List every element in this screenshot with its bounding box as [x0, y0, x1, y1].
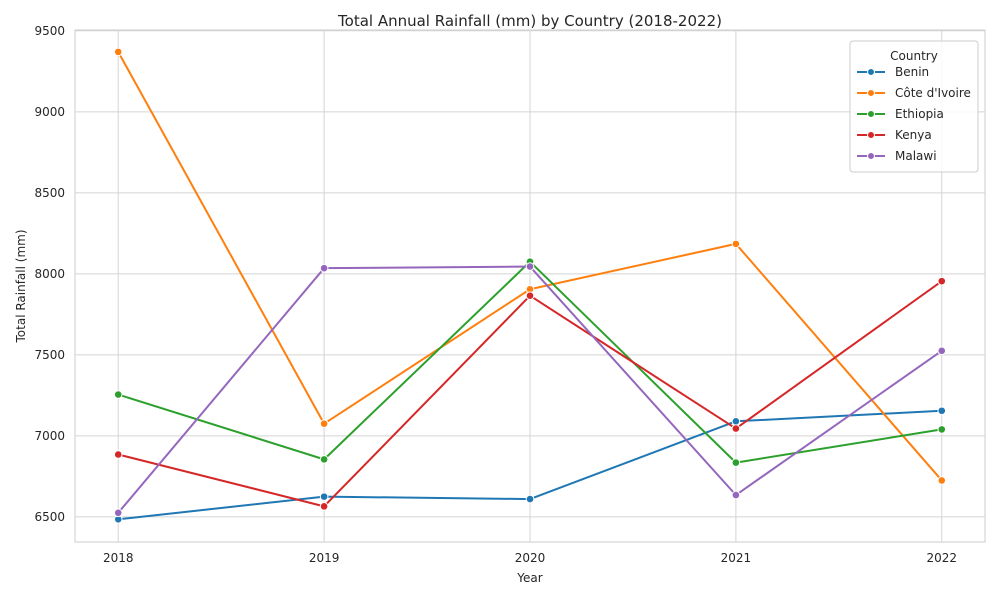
y-axis-label: Total Rainfall (mm) [14, 229, 28, 343]
series-benin [113, 406, 947, 524]
data-point-kenya [525, 291, 535, 301]
x-tick-label: 2018 [103, 551, 134, 565]
legend-item-kenya: Kenya [857, 128, 932, 142]
y-tick-labels: 6500 7000 7500 8000 8500 9000 9500 [34, 24, 65, 524]
legend-label: Kenya [895, 128, 932, 142]
legend-marker [867, 131, 875, 139]
legend-marker [867, 152, 875, 160]
data-point-malawi [937, 346, 947, 356]
data-point-c-te-d-ivoire [731, 239, 741, 249]
x-tick-label: 2022 [926, 551, 957, 565]
data-point-malawi [525, 262, 535, 271]
legend: Country Benin Côte d'Ivoire Ethiopia Kenya M… [849, 40, 979, 173]
data-point-kenya [113, 450, 123, 459]
data-point-malawi [731, 490, 741, 500]
data-point-benin [937, 406, 947, 416]
y-tick-label: 8500 [34, 186, 65, 200]
data-point-kenya [319, 502, 329, 511]
data-point-kenya [731, 424, 741, 433]
chart-title: Total Annual Rainfall (mm) by Country (2… [337, 12, 722, 30]
series-malawi [113, 262, 947, 518]
legend-label: Ethiopia [895, 107, 944, 121]
legend-marker [867, 89, 875, 97]
x-axis-label: Year [516, 571, 542, 585]
x-tick-labels: 2018 2019 2020 2021 2022 [103, 551, 957, 565]
data-point-malawi [319, 263, 329, 273]
series-kenya [113, 276, 947, 511]
legend-marker [867, 68, 875, 76]
y-tick-label: 7500 [34, 348, 65, 362]
series-layer [113, 47, 947, 524]
legend-label: Malawi [895, 149, 937, 163]
series-ethiopia [113, 257, 947, 467]
data-point-c-te-d-ivoire [319, 419, 329, 429]
legend-label: Côte d'Ivoire [895, 86, 971, 100]
x-tick-label: 2020 [515, 551, 546, 565]
data-point-c-te-d-ivoire [113, 47, 123, 57]
y-tick-label: 9000 [34, 105, 65, 119]
data-point-kenya [937, 276, 947, 286]
data-point-ethiopia [937, 425, 947, 434]
y-tick-label: 6500 [34, 510, 65, 524]
y-tick-label: 9500 [34, 24, 65, 38]
series-c-te-d-ivoire [113, 47, 947, 485]
legend-items: Benin Côte d'Ivoire Ethiopia Kenya Malawi [857, 65, 971, 163]
data-point-ethiopia [731, 458, 741, 467]
legend-marker [867, 110, 875, 118]
data-point-benin [319, 492, 329, 501]
legend-box [849, 40, 979, 173]
legend-item-ethiopia: Ethiopia [857, 107, 944, 121]
y-tick-label: 8000 [34, 267, 65, 281]
data-point-c-te-d-ivoire [937, 476, 947, 485]
legend-label: Benin [895, 65, 929, 79]
data-point-benin [525, 494, 535, 504]
legend-title: Country [890, 49, 938, 63]
legend-item-c-te-d-ivoire: Côte d'Ivoire [857, 86, 971, 100]
data-point-malawi [113, 508, 123, 518]
data-point-ethiopia [319, 455, 329, 464]
x-tick-label: 2019 [309, 551, 340, 565]
x-tick-label: 2021 [721, 551, 752, 565]
legend-item-malawi: Malawi [857, 149, 937, 163]
y-tick-label: 7000 [34, 429, 65, 443]
data-point-ethiopia [113, 390, 123, 399]
data-point-benin [731, 416, 741, 426]
legend-item-benin: Benin [857, 65, 929, 79]
